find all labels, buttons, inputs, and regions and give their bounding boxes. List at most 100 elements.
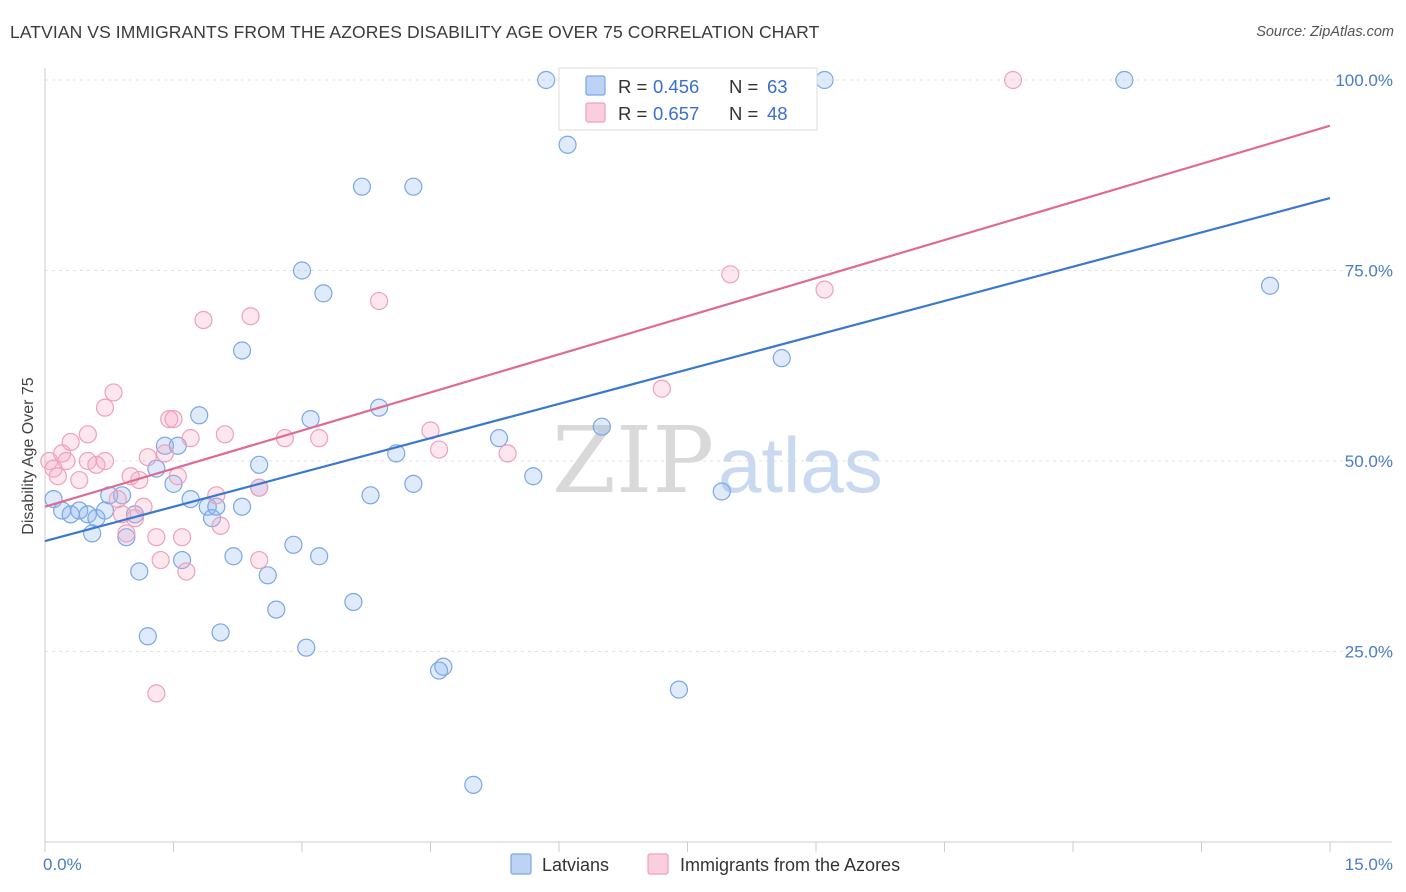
x-tick-labels: 0.0% 15.0% <box>43 855 1393 874</box>
azores-point <box>652 379 671 398</box>
watermark-zip: ZIP <box>552 407 714 514</box>
watermark: ZIP atlas <box>552 407 883 514</box>
azores-point <box>147 684 166 703</box>
latvians-point <box>434 657 453 676</box>
stats-n-value: 48 <box>767 103 788 124</box>
latvians-point <box>314 284 333 303</box>
latvians-point <box>489 429 509 448</box>
latvians-point <box>464 775 483 794</box>
azores-point <box>164 409 183 429</box>
y-tick-label: 25.0% <box>1345 643 1393 662</box>
azores-point <box>78 425 97 444</box>
azores-point <box>1003 70 1023 90</box>
latvians-point <box>172 550 192 570</box>
azores-point <box>87 455 106 474</box>
chart-title: LATVIAN VS IMMIGRANTS FROM THE AZORES DI… <box>10 22 820 42</box>
latvians-point <box>558 135 577 154</box>
azores-point <box>498 444 517 463</box>
data-points <box>40 70 1280 794</box>
latvians-point <box>211 623 230 642</box>
latvians-point <box>344 592 363 612</box>
gridlines <box>45 79 1392 652</box>
azores-point <box>181 429 200 448</box>
latvians-point <box>297 638 316 657</box>
latvians-point <box>117 528 136 547</box>
latvians-point <box>78 505 97 524</box>
latvians-point <box>815 70 834 90</box>
latvians-point <box>404 177 423 196</box>
series-legend: Latvians Immigrants from the Azores <box>510 853 900 875</box>
stats-legend: R = 0.456 N = 63 R = 0.657 N = 48 <box>558 67 818 131</box>
azores-point <box>117 524 136 543</box>
axes <box>44 68 1392 852</box>
stats-r-label: R = <box>618 103 647 124</box>
azores-point <box>95 398 115 417</box>
latvians-point <box>284 535 303 554</box>
stats-swatch-latvians <box>585 75 606 96</box>
latvians-point <box>404 474 423 493</box>
latvians-point <box>524 467 543 486</box>
stats-r-value: 0.657 <box>653 103 699 124</box>
azores-point <box>194 310 213 330</box>
y-tick-label: 75.0% <box>1345 262 1393 281</box>
azores-point <box>429 440 449 459</box>
stats-swatch-azores <box>585 102 606 123</box>
latvians-point <box>232 497 252 516</box>
azores-point <box>211 516 230 535</box>
y-axis-label: Disability Age Over 75 <box>20 377 37 535</box>
legend-label-latvians: Latvians <box>542 855 609 875</box>
azores-point <box>104 383 123 402</box>
azores-point <box>61 432 80 452</box>
azores-point <box>108 490 127 509</box>
watermark-atlas: atlas <box>718 421 883 509</box>
latvians-point <box>292 261 312 280</box>
legend-swatch-azores <box>647 853 669 875</box>
latvians-point <box>258 566 277 585</box>
azores-point <box>172 528 192 547</box>
azores-point <box>57 451 76 471</box>
azores-trend-line <box>44 124 1331 508</box>
x-tick-label: 0.0% <box>43 855 82 874</box>
azores-point <box>721 265 740 284</box>
azores-point <box>177 562 196 581</box>
latvians-point <box>250 455 269 474</box>
latvians-point <box>224 547 243 566</box>
stats-n-label: N = <box>729 76 758 97</box>
latvians-point <box>310 547 329 566</box>
latvians-point <box>712 482 731 501</box>
latvians-point <box>301 409 320 429</box>
azores-point <box>95 451 115 471</box>
latvians-point <box>1260 276 1280 295</box>
azores-point <box>168 467 187 486</box>
azores-point <box>370 291 389 311</box>
azores-point <box>155 444 175 463</box>
latvians-point <box>190 406 209 425</box>
stats-r-label: R = <box>618 76 647 97</box>
latvians-point <box>352 177 372 196</box>
azores-point <box>138 448 157 467</box>
azores-point <box>151 550 170 570</box>
azores-point <box>250 550 269 570</box>
azores-point <box>815 280 834 299</box>
latvians-point <box>130 562 149 581</box>
latvians-point <box>181 490 200 509</box>
latvians-point <box>772 349 791 368</box>
stats-n-label: N = <box>729 103 758 124</box>
latvians-point <box>592 417 611 436</box>
latvians-point <box>669 680 689 699</box>
latvians-point <box>361 486 380 505</box>
latvians-point <box>1115 70 1134 90</box>
stats-r-value: 0.456 <box>653 76 699 97</box>
trend-lines <box>44 124 1331 543</box>
azores-point <box>215 425 234 444</box>
azores-point <box>130 470 149 490</box>
latvians-point <box>70 501 89 520</box>
azores-point <box>241 307 260 326</box>
azores-point <box>70 470 89 490</box>
x-tick-label: 15.0% <box>1345 855 1393 874</box>
legend-swatch-latvians <box>510 853 532 875</box>
latvians-point <box>232 341 252 360</box>
y-tick-labels: 25.0% 50.0% 75.0% 100.0% <box>1335 71 1393 662</box>
legend-label-azores: Immigrants from the Azores <box>680 855 900 875</box>
